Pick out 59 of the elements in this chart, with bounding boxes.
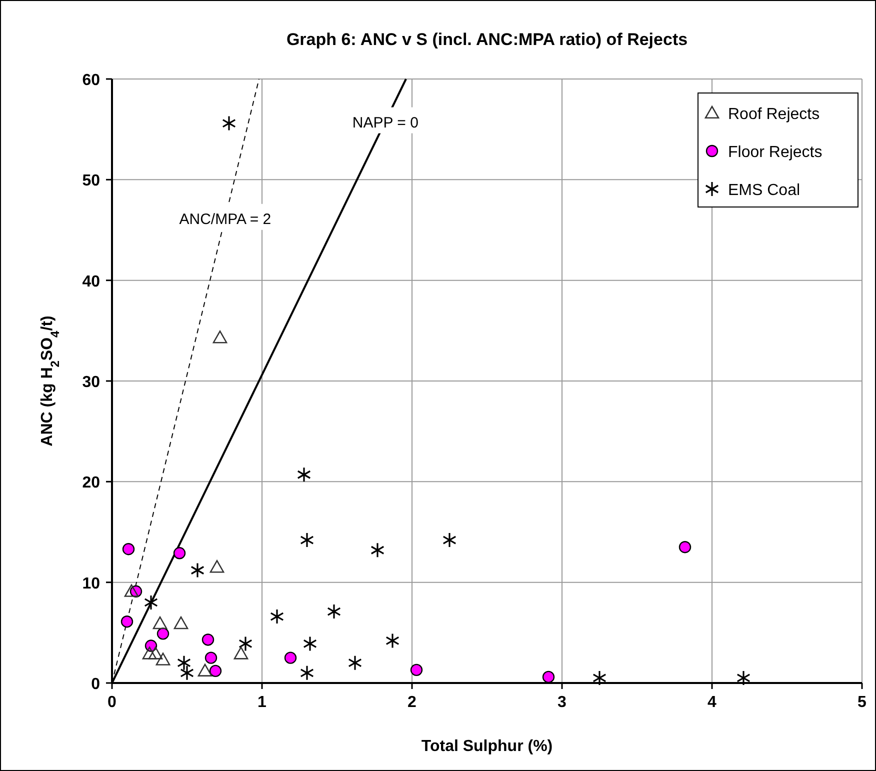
series-label: NAPP = 0 xyxy=(352,114,418,132)
point xyxy=(442,532,456,548)
point xyxy=(209,664,222,678)
x-tick-label: 1 xyxy=(258,694,267,711)
point xyxy=(173,547,186,560)
point xyxy=(303,636,317,652)
point xyxy=(300,665,314,681)
point xyxy=(542,670,555,684)
point xyxy=(148,646,163,660)
chart-title: Graph 6: ANC v S (incl. ANC:MPA ratio) of Rejects xyxy=(286,30,688,49)
point xyxy=(222,115,236,132)
y-tick-label: 40 xyxy=(82,273,100,290)
point xyxy=(410,664,423,676)
x-axis-title: Total Sulphur (%) xyxy=(421,738,553,755)
point xyxy=(174,616,188,630)
point xyxy=(348,655,362,671)
point xyxy=(234,646,248,660)
point xyxy=(190,562,204,578)
x-tick-label: 4 xyxy=(708,694,717,711)
x-tick-label: 3 xyxy=(558,694,567,711)
x-tick-label: 0 xyxy=(108,694,117,711)
y-tick-label: 20 xyxy=(82,474,100,492)
legend-label: Roof Rejects xyxy=(728,106,820,123)
point xyxy=(270,608,284,624)
point xyxy=(284,652,297,664)
point xyxy=(124,584,139,597)
y-tick-label: 60 xyxy=(82,72,100,89)
y-tick-label: 30 xyxy=(82,374,100,391)
legend-label: Floor Rejects xyxy=(728,144,822,161)
point xyxy=(370,542,384,558)
point xyxy=(386,632,400,649)
point xyxy=(152,616,168,630)
point xyxy=(120,615,134,628)
point xyxy=(204,652,218,664)
point xyxy=(238,636,252,652)
point xyxy=(300,532,314,548)
legend-label: EMS Coal xyxy=(728,182,800,199)
y-tick-label: 10 xyxy=(82,575,100,592)
point xyxy=(592,670,606,686)
point xyxy=(212,330,228,344)
point xyxy=(198,664,212,676)
y-tick-label: 50 xyxy=(82,172,100,190)
x-tick-label: 5 xyxy=(858,694,867,711)
x-tick-label: 2 xyxy=(408,694,417,711)
point xyxy=(736,670,750,686)
point xyxy=(202,634,214,646)
point xyxy=(142,646,157,660)
point xyxy=(297,466,311,482)
point xyxy=(122,543,135,556)
point xyxy=(210,560,224,573)
series-label: ANC/MPA = 2 xyxy=(179,210,272,228)
point xyxy=(144,594,158,610)
point xyxy=(156,652,170,666)
y-tick-label: 0 xyxy=(91,676,100,693)
point xyxy=(180,665,194,681)
point xyxy=(327,604,341,620)
point xyxy=(678,541,692,554)
point xyxy=(156,628,170,640)
point xyxy=(177,655,191,671)
